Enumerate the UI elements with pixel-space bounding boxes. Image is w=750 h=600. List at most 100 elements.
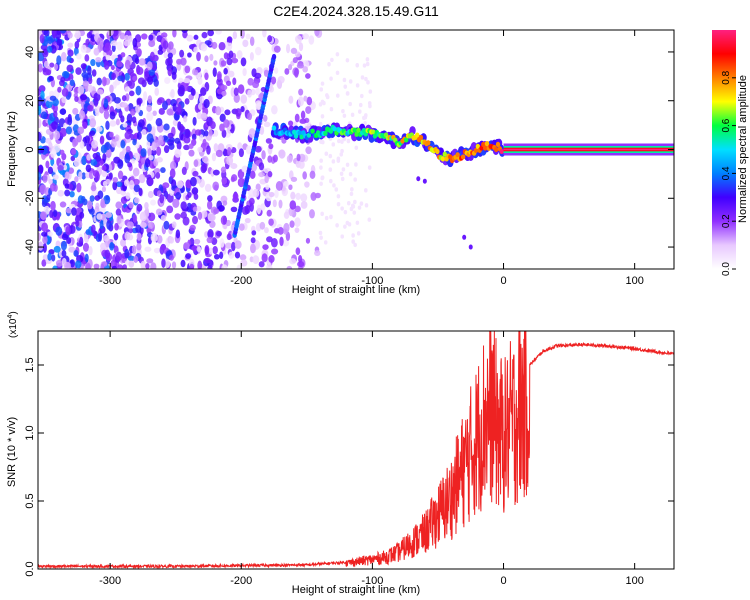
noise-cell [304, 181, 310, 188]
noise-cell [42, 235, 48, 244]
noise-cell [354, 145, 359, 150]
noise-cell [328, 178, 333, 184]
noise-cell [303, 95, 308, 102]
noise-cell [346, 138, 351, 144]
noise-cell [219, 123, 225, 132]
noise-cell [258, 171, 265, 178]
noise-cell [47, 166, 54, 175]
noise-cell [218, 42, 226, 51]
noise-cell [289, 200, 297, 210]
noise-cell [206, 145, 211, 155]
noise-cell [84, 253, 89, 263]
noise-cell [357, 205, 362, 210]
noise-cell [64, 261, 71, 269]
noise-cell [233, 87, 239, 96]
noise-cell [143, 91, 148, 101]
noise-cell [249, 52, 254, 61]
noise-cell [233, 93, 240, 103]
noise-cell [87, 65, 92, 76]
noise-cell [198, 178, 205, 188]
noise-cell [140, 148, 147, 158]
noise-cell [124, 59, 131, 70]
noise-cell [231, 174, 238, 182]
noise-cell [133, 152, 139, 159]
noise-cell [349, 191, 354, 197]
noise-cell [100, 144, 107, 154]
noise-cell [48, 178, 53, 185]
noise-cell [146, 104, 152, 112]
noise-cell [115, 251, 123, 262]
noise-cell [223, 119, 230, 128]
noise-cell [240, 259, 248, 267]
trace-cell [455, 152, 460, 158]
noise-cell [73, 158, 80, 167]
noise-cell [277, 226, 284, 235]
noise-cell [81, 172, 86, 180]
noise-cell [86, 142, 92, 152]
noise-cell [193, 69, 199, 76]
noise-cell [124, 34, 130, 42]
noise-cell [204, 257, 211, 264]
noise-cell [340, 176, 345, 182]
noise-cell [268, 218, 274, 226]
spectrogram-x-tick-label: 0 [500, 275, 506, 287]
noise-cell [191, 187, 199, 195]
noise-cell [90, 185, 97, 192]
noise-cell [90, 59, 96, 67]
noise-cell [355, 83, 360, 88]
noise-cell [87, 84, 93, 93]
noise-cell [272, 154, 278, 163]
noise-cell [49, 95, 57, 101]
noise-cell [366, 80, 370, 85]
noise-cell [259, 221, 266, 230]
noise-cell [207, 265, 213, 269]
noise-cell [284, 68, 290, 75]
noise-cell [160, 167, 166, 173]
noise-cell [105, 54, 111, 61]
noise-cell [162, 40, 169, 50]
noise-cell [199, 134, 204, 142]
noise-cell [220, 166, 227, 173]
noise-cell [248, 128, 256, 139]
noise-cell [41, 231, 48, 237]
noise-cell [227, 70, 235, 78]
noise-cell [221, 90, 227, 97]
noise-cell [88, 77, 93, 85]
trace-cell [493, 146, 499, 153]
noise-cell [74, 30, 81, 40]
noise-cell [192, 116, 197, 126]
trace-cell [468, 244, 473, 250]
noise-cell [171, 221, 177, 229]
noise-cell [162, 100, 168, 111]
trace-cell [435, 148, 440, 155]
noise-cell [305, 237, 311, 244]
noise-cell [340, 206, 344, 211]
noise-cell [79, 211, 85, 219]
noise-cell [231, 241, 236, 252]
noise-cell [38, 232, 41, 242]
noise-cell [88, 170, 94, 180]
noise-cell [335, 70, 340, 76]
noise-cell [77, 85, 85, 95]
noise-cell [273, 67, 279, 74]
noise-cell [227, 147, 232, 156]
noise-cell [296, 153, 301, 162]
noise-cell [116, 60, 123, 68]
noise-cell [103, 234, 110, 242]
noise-cell [96, 89, 104, 95]
noise-cell [204, 246, 209, 255]
noise-cell [155, 208, 163, 216]
noise-cell [300, 110, 306, 120]
noise-cell [82, 198, 88, 206]
noise-cell [264, 174, 269, 184]
noise-cell [363, 188, 368, 193]
noise-cell [368, 89, 373, 94]
noise-cell [150, 262, 157, 269]
noise-cell [314, 30, 320, 37]
noise-cell [355, 63, 360, 68]
noise-cell [80, 94, 88, 101]
noise-cell [250, 237, 256, 244]
noise-cell [166, 108, 174, 116]
noise-cell [49, 62, 55, 68]
noise-cell [100, 198, 106, 208]
